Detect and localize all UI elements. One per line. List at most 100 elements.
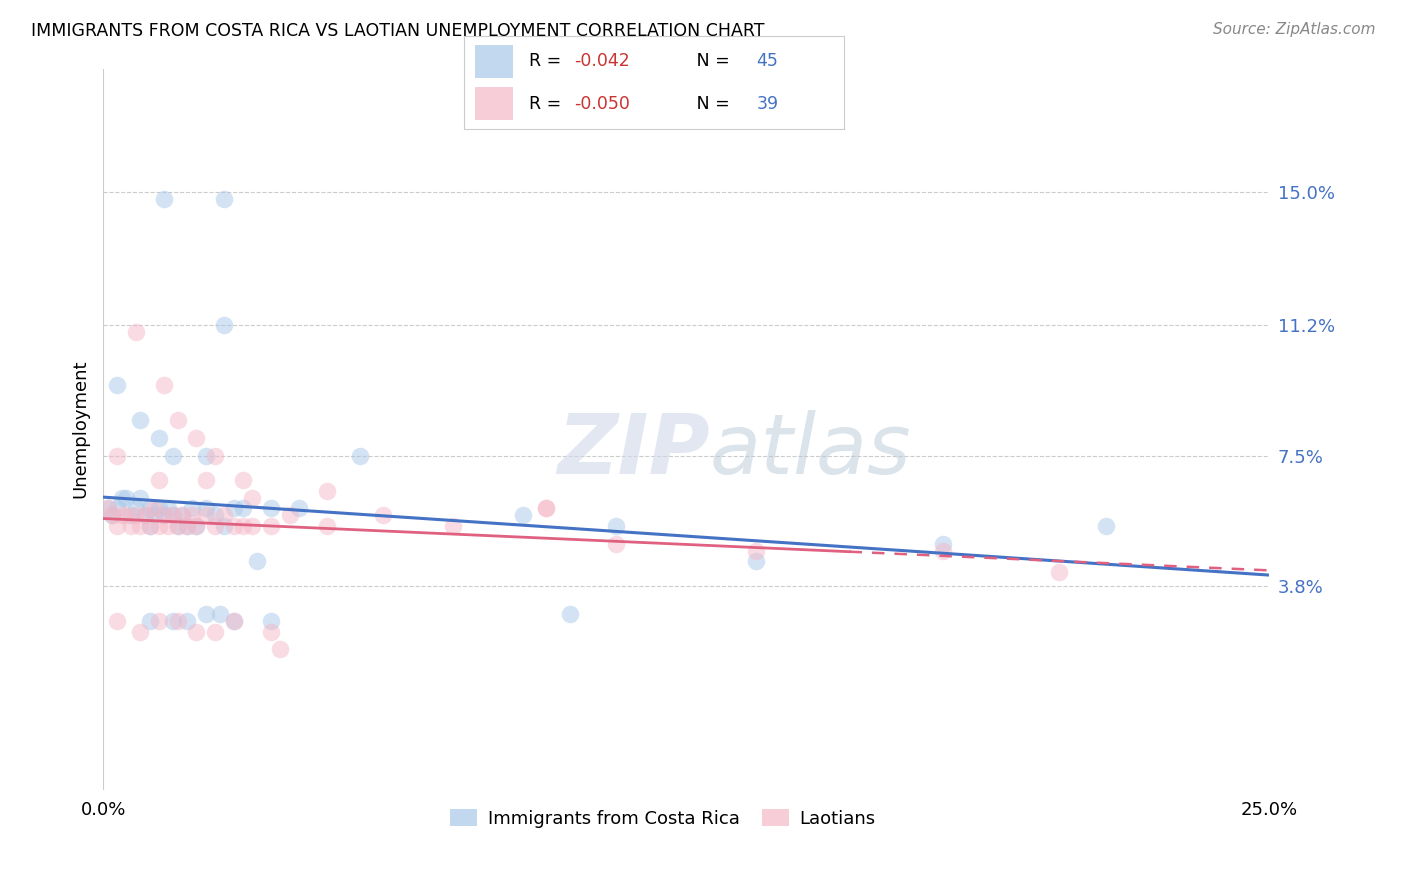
Point xyxy=(536,501,558,516)
Point xyxy=(152,192,174,206)
Point xyxy=(194,508,217,523)
Point xyxy=(278,508,301,523)
Point xyxy=(194,607,217,621)
Point xyxy=(166,519,188,533)
Point xyxy=(260,624,283,639)
Point xyxy=(97,501,120,516)
Point xyxy=(176,519,198,533)
Point xyxy=(148,431,170,445)
Point xyxy=(316,519,339,533)
Point xyxy=(157,501,180,516)
Point xyxy=(105,501,128,516)
Point xyxy=(186,431,208,445)
Point xyxy=(214,519,236,533)
Point xyxy=(125,508,148,523)
Point xyxy=(536,501,558,516)
Point xyxy=(232,519,254,533)
Point xyxy=(186,624,208,639)
Point xyxy=(105,449,128,463)
Point xyxy=(166,519,188,533)
Point xyxy=(129,624,152,639)
Point xyxy=(222,614,245,628)
Point xyxy=(157,519,180,533)
Point xyxy=(316,483,339,498)
Point xyxy=(162,449,184,463)
Point xyxy=(204,624,226,639)
Point xyxy=(134,508,156,523)
Point xyxy=(134,508,156,523)
Point xyxy=(232,501,254,516)
Point xyxy=(101,508,124,523)
Point xyxy=(260,614,283,628)
Point xyxy=(172,508,194,523)
Point xyxy=(129,491,152,505)
Text: -0.042: -0.042 xyxy=(574,53,630,70)
Point xyxy=(204,519,226,533)
Point xyxy=(186,519,208,533)
Point xyxy=(932,543,955,558)
Point xyxy=(115,491,138,505)
Point xyxy=(512,508,534,523)
Text: Source: ZipAtlas.com: Source: ZipAtlas.com xyxy=(1212,22,1375,37)
Point xyxy=(139,501,162,516)
Point xyxy=(204,508,226,523)
Point xyxy=(176,614,198,628)
Point xyxy=(214,508,236,523)
Point xyxy=(148,519,170,533)
Point xyxy=(745,543,768,558)
Point xyxy=(186,519,208,533)
Point xyxy=(152,508,174,523)
Point xyxy=(172,508,194,523)
Point xyxy=(143,501,166,516)
Point xyxy=(260,501,283,516)
Point xyxy=(194,501,217,516)
Text: ZIP: ZIP xyxy=(557,410,710,491)
Point xyxy=(129,519,152,533)
Point xyxy=(180,501,202,516)
Point xyxy=(148,614,170,628)
Point xyxy=(148,501,170,516)
Point xyxy=(232,473,254,487)
Point xyxy=(288,501,311,516)
Text: 45: 45 xyxy=(756,53,778,70)
Point xyxy=(605,536,627,550)
Text: N =: N = xyxy=(681,53,735,70)
Point xyxy=(222,519,245,533)
Point xyxy=(101,508,124,523)
Text: R =: R = xyxy=(529,95,567,112)
Point xyxy=(176,519,198,533)
Point xyxy=(242,519,264,533)
Point xyxy=(1095,519,1118,533)
Text: IMMIGRANTS FROM COSTA RICA VS LAOTIAN UNEMPLOYMENT CORRELATION CHART: IMMIGRANTS FROM COSTA RICA VS LAOTIAN UN… xyxy=(31,22,765,40)
Text: atlas: atlas xyxy=(710,410,911,491)
Point xyxy=(558,607,581,621)
Point xyxy=(214,192,236,206)
Point xyxy=(745,554,768,568)
Point xyxy=(139,519,162,533)
Point xyxy=(105,519,128,533)
Point xyxy=(246,554,269,568)
Point xyxy=(111,508,134,523)
Point xyxy=(269,642,291,657)
Point xyxy=(125,501,148,516)
Point xyxy=(605,519,627,533)
Point xyxy=(152,378,174,392)
Point xyxy=(204,449,226,463)
Point xyxy=(148,473,170,487)
Point xyxy=(129,413,152,427)
Point xyxy=(143,508,166,523)
Point xyxy=(105,614,128,628)
Point xyxy=(222,501,245,516)
Point xyxy=(105,378,128,392)
Text: 39: 39 xyxy=(756,95,779,112)
Point xyxy=(162,614,184,628)
FancyBboxPatch shape xyxy=(475,87,513,120)
Point xyxy=(166,614,188,628)
Point xyxy=(139,519,162,533)
Point xyxy=(162,508,184,523)
Point xyxy=(139,614,162,628)
Point xyxy=(349,449,371,463)
Point xyxy=(1047,565,1070,579)
Point xyxy=(441,519,464,533)
Point xyxy=(932,536,955,550)
